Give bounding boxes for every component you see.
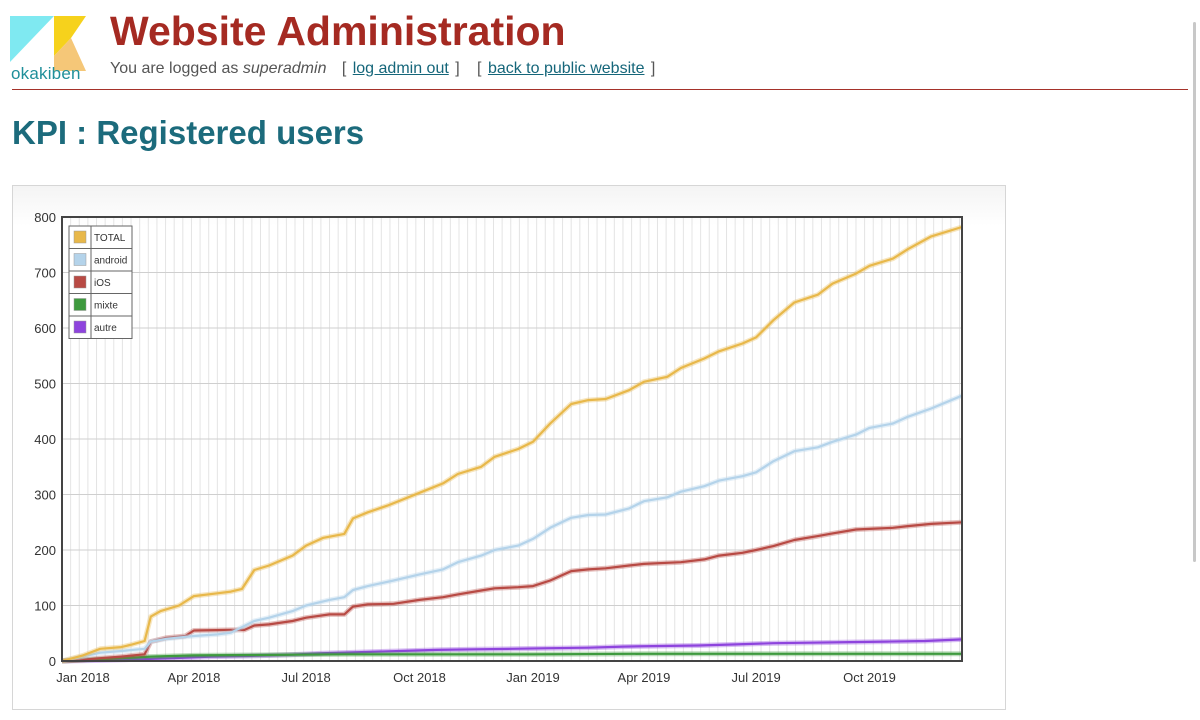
logo-yellow-shape <box>54 16 86 56</box>
plot-frame <box>61 216 963 662</box>
logo-text: okakiben <box>11 64 81 83</box>
logo-cyan-shape <box>10 16 54 62</box>
x-tick-label: Jul 2019 <box>732 670 781 685</box>
legend-label-android: android <box>94 256 127 267</box>
x-axis-ticks: Jan 2018 Apr 2018 Jul 2018 Oct 2018 Jan 2019… <box>56 670 896 685</box>
login-prefix: You are logged as <box>110 60 243 77</box>
legend-swatch-ios <box>73 275 87 289</box>
username: superadmin <box>242 60 327 77</box>
series-lines <box>61 224 963 664</box>
y-tick-label: 500 <box>34 377 56 392</box>
y-tick-label: 800 <box>34 210 56 225</box>
y-tick-label: 400 <box>34 432 56 447</box>
series-line-android <box>61 394 963 663</box>
series-line-ios <box>61 521 963 663</box>
y-axis-ticks: 0 100 200 300 400 500 600 700 800 <box>34 210 56 669</box>
series-line-autre <box>61 638 963 663</box>
x-tick-label: Oct 2019 <box>843 670 896 685</box>
legend-label-autre: autre <box>94 323 117 334</box>
x-tick-label: Jul 2018 <box>282 670 331 685</box>
x-tick-label: Apr 2019 <box>618 670 671 685</box>
y-tick-label: 0 <box>49 654 56 669</box>
series-line-shadow <box>61 393 963 664</box>
registered-users-chart: 0 100 200 300 400 500 600 700 800 Jan 2018 Apr 20… <box>34 210 963 685</box>
legend: TOTAL android iOS mixte autre <box>68 225 133 339</box>
y-tick-label: 300 <box>34 488 56 503</box>
legend-label-mixte: mixte <box>94 301 118 312</box>
bracket-open: [ <box>341 60 347 77</box>
bracket-close: ] <box>455 60 460 77</box>
y-tick-label: 600 <box>34 321 56 336</box>
y-tick-label: 200 <box>34 543 56 558</box>
legend-swatch-android <box>73 253 87 266</box>
okakiben-logo[interactable] <box>10 6 90 86</box>
logout-link[interactable]: log admin out <box>352 60 449 77</box>
bracket-close: ] <box>650 60 656 77</box>
legend-swatch-mixte <box>73 298 87 311</box>
series-line-mixte <box>61 652 962 663</box>
page-scrollbar[interactable] <box>1193 22 1196 562</box>
series-line-total <box>61 225 963 663</box>
public-website-link[interactable]: back to public website <box>487 60 645 77</box>
x-tick-label: Oct 2018 <box>393 670 446 685</box>
x-tick-label: Apr 2018 <box>168 670 221 685</box>
legend-label-ios: iOS <box>94 278 111 289</box>
login-status: You are logged as superadmin [ log admin… <box>110 60 657 78</box>
x-tick-label: Jan 2018 <box>56 670 110 685</box>
header-divider <box>12 89 1188 90</box>
x-tick-label: Jan 2019 <box>506 670 560 685</box>
bracket-open: [ <box>477 60 482 77</box>
legend-swatch-autre <box>73 320 87 334</box>
y-tick-label: 700 <box>34 266 56 281</box>
legend-swatch-total <box>73 230 87 244</box>
page-title: KPI : Registered users <box>12 114 365 151</box>
logo-peach-shape <box>54 38 86 71</box>
chart-panel: 0 100 200 300 400 500 600 700 800 Jan 2018 Apr 20… <box>12 185 1006 710</box>
grid <box>62 216 962 662</box>
legend-label-total: TOTAL <box>94 233 126 244</box>
y-tick-label: 100 <box>34 599 56 614</box>
site-title: Website Administration <box>110 8 566 54</box>
